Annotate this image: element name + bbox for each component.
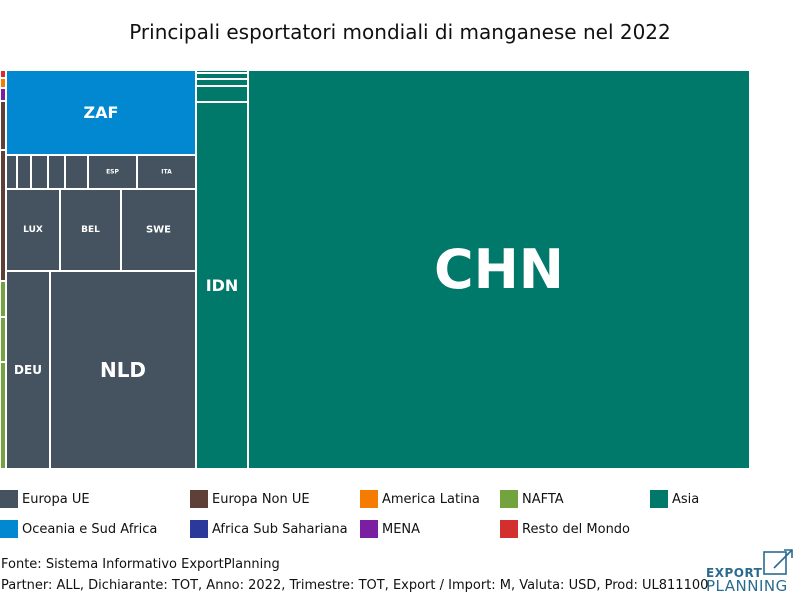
tile-europa-ue-9 bbox=[5, 154, 18, 190]
tile-label-nld: NLD bbox=[100, 358, 146, 382]
logo-text-export: EXPORT bbox=[706, 566, 763, 580]
tile-label-chn: CHN bbox=[434, 238, 564, 301]
legend-swatch bbox=[500, 490, 518, 508]
legend-item-nafta: NAFTA bbox=[500, 490, 564, 508]
tile-nafta-16 bbox=[0, 316, 7, 363]
tile-europa-ue-7 bbox=[30, 154, 49, 190]
tile-europa-ue-8 bbox=[16, 154, 32, 190]
tile-label-idn: IDN bbox=[206, 276, 239, 295]
tile-label-deu: DEU bbox=[14, 363, 42, 377]
legend-item-america-latina: America Latina bbox=[360, 490, 480, 508]
tile-bel bbox=[59, 188, 122, 272]
tile-deu bbox=[5, 270, 51, 470]
partner-note: Partner: ALL, Dichiarante: TOT, Anno: 20… bbox=[1, 578, 709, 593]
legend-label: Oceania e Sud Africa bbox=[22, 521, 158, 537]
tile-ita bbox=[136, 154, 197, 190]
legend: Europa UE Europa Non UE America Latina NAFT… bbox=[0, 488, 800, 548]
legend-swatch bbox=[360, 520, 378, 538]
legend-label: Asia bbox=[672, 491, 700, 507]
tile-asia-4 bbox=[195, 69, 249, 74]
tile-mena-12 bbox=[0, 87, 7, 102]
legend-item-oceania-e-sud-africa: Oceania e Sud Africa bbox=[0, 520, 157, 538]
tile-nld bbox=[49, 270, 197, 470]
tile-label-swe: SWE bbox=[146, 225, 171, 236]
legend-label: Europa Non UE bbox=[212, 491, 310, 507]
legend-label: America Latina bbox=[382, 491, 480, 507]
tile-europa-ue-5 bbox=[64, 154, 89, 190]
legend-label: Europa UE bbox=[22, 491, 90, 507]
legend-item-europa-non-ue: Europa Non UE bbox=[190, 490, 310, 508]
tile-america-latina-11 bbox=[0, 77, 7, 89]
legend-swatch bbox=[190, 520, 208, 538]
logo-mark-icon bbox=[763, 549, 793, 575]
tile-label-lux: LUX bbox=[23, 225, 43, 235]
tile-europa-ue-6 bbox=[47, 154, 66, 190]
tile-europa-non-ue-14 bbox=[0, 149, 7, 282]
tile-asia-1 bbox=[195, 85, 249, 103]
exportplanning-logo: EXPORT PLANNING bbox=[704, 546, 796, 595]
legend-label: Africa Sub Sahariana bbox=[212, 521, 348, 537]
legend-swatch bbox=[500, 520, 518, 538]
logo-text-planning: PLANNING bbox=[706, 577, 788, 595]
tile-label-zaf: ZAF bbox=[84, 103, 119, 122]
treemap: CHN IDN ZAF NLD DEU LUX BEL SWE ITA ESP bbox=[0, 69, 751, 470]
legend-label: NAFTA bbox=[522, 491, 564, 507]
legend-item-africa-sub-sahariana: Africa Sub Sahariana bbox=[190, 520, 348, 538]
legend-item-resto-del-mondo: Resto del Mondo bbox=[500, 520, 630, 538]
legend-item-europa-ue: Europa UE bbox=[0, 490, 90, 508]
legend-swatch bbox=[360, 490, 378, 508]
legend-item-asia: Asia bbox=[650, 490, 699, 508]
tile-label-bel: BEL bbox=[81, 225, 100, 235]
tile-label-ita: ITA bbox=[161, 169, 172, 176]
tile-nafta-15 bbox=[0, 280, 7, 318]
tile-europa-non-ue-13 bbox=[0, 100, 7, 151]
tile-nafta-17 bbox=[0, 361, 7, 470]
chart-title: Principali esportatori mondiali di manga… bbox=[129, 20, 671, 44]
tile-label-esp: ESP bbox=[106, 169, 119, 176]
legend-swatch bbox=[0, 520, 18, 538]
tile-chn bbox=[247, 69, 751, 470]
tile-resto-del-mondo-10 bbox=[0, 69, 7, 79]
legend-label: MENA bbox=[382, 521, 421, 537]
tile-asia-2 bbox=[195, 78, 249, 87]
source-note: Fonte: Sistema Informativo ExportPlannin… bbox=[1, 557, 280, 572]
legend-label: Resto del Mondo bbox=[522, 521, 631, 537]
legend-item-mena: MENA bbox=[360, 520, 420, 538]
legend-swatch bbox=[0, 490, 18, 508]
legend-swatch bbox=[650, 490, 668, 508]
legend-swatch bbox=[190, 490, 208, 508]
